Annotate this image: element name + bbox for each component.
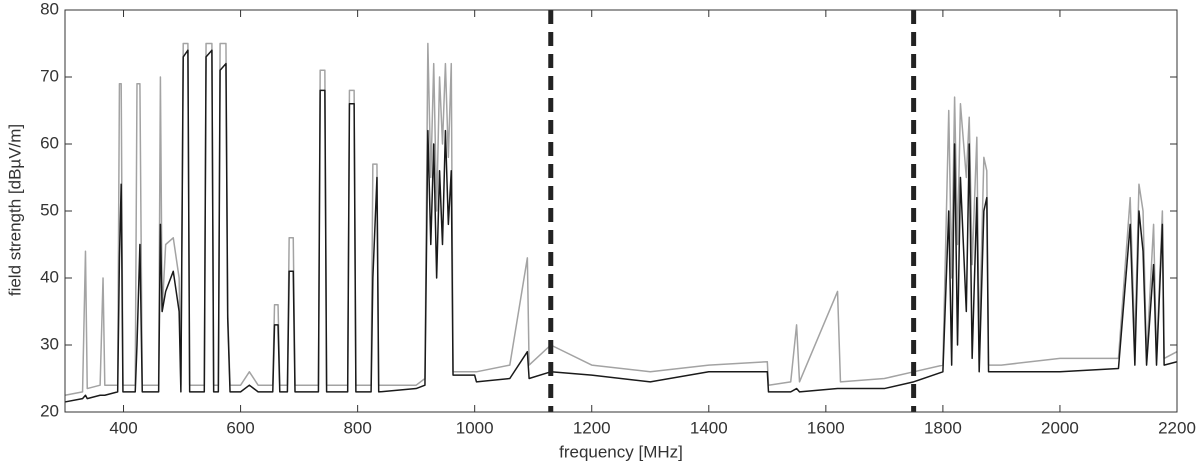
x-tick-label: 2000 — [1041, 418, 1079, 437]
y-axis-label: field strength [dBµV/m] — [5, 124, 24, 296]
x-tick-label: 600 — [226, 418, 254, 437]
plot-background — [65, 10, 1177, 412]
x-tick-label: 1400 — [690, 418, 728, 437]
series-line — [64, 49, 1178, 403]
x-tick-label: 1200 — [573, 418, 611, 437]
x-axis-label: frequency [MHz] — [559, 442, 683, 461]
x-tick-label: 1800 — [924, 418, 962, 437]
y-tick-label: 40 — [40, 267, 59, 286]
y-tick-label: 50 — [40, 200, 59, 219]
x-tick-label: 800 — [343, 418, 371, 437]
y-tick-label: 30 — [40, 334, 59, 353]
y-tick-label: 60 — [40, 133, 59, 152]
y-tick-label: 20 — [40, 401, 59, 420]
y-tick-label: 80 — [40, 0, 59, 18]
x-tick-label: 1000 — [456, 418, 494, 437]
x-tick-label: 2200 — [1158, 418, 1196, 437]
y-tick-label: 70 — [40, 66, 59, 85]
series-line — [64, 42, 1178, 396]
x-tick-label: 400 — [109, 418, 137, 437]
x-tick-label: 1600 — [807, 418, 845, 437]
